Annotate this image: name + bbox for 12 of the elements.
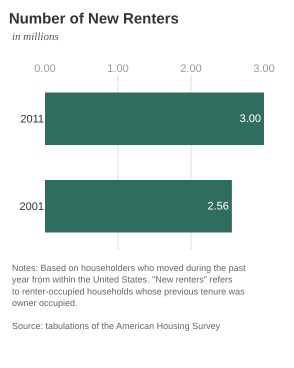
y-tick-label: 2001 [20, 201, 44, 214]
chart-subtitle: in millions [12, 31, 59, 43]
chart-title: Number of New Renters [8, 10, 179, 28]
text: Notes: Based on householders who moved during the past year from within the United States. "New renters" refers to renter-occupied households whose previous tenure was owner occupied. [12, 263, 246, 308]
x-tick-label: 2.00 [180, 62, 202, 75]
source-note: Source: tabulations of the American Housing Survey [12, 321, 221, 331]
x-tick-label: 1.00 [107, 62, 129, 75]
data-label: 3.00 [240, 112, 261, 125]
y-tick-label: 2011 [20, 114, 44, 126]
data-label: 2.56 [207, 200, 229, 212]
x-tick-label: 0.00 [34, 62, 56, 75]
x-tick-label: 3.00 [253, 62, 275, 75]
